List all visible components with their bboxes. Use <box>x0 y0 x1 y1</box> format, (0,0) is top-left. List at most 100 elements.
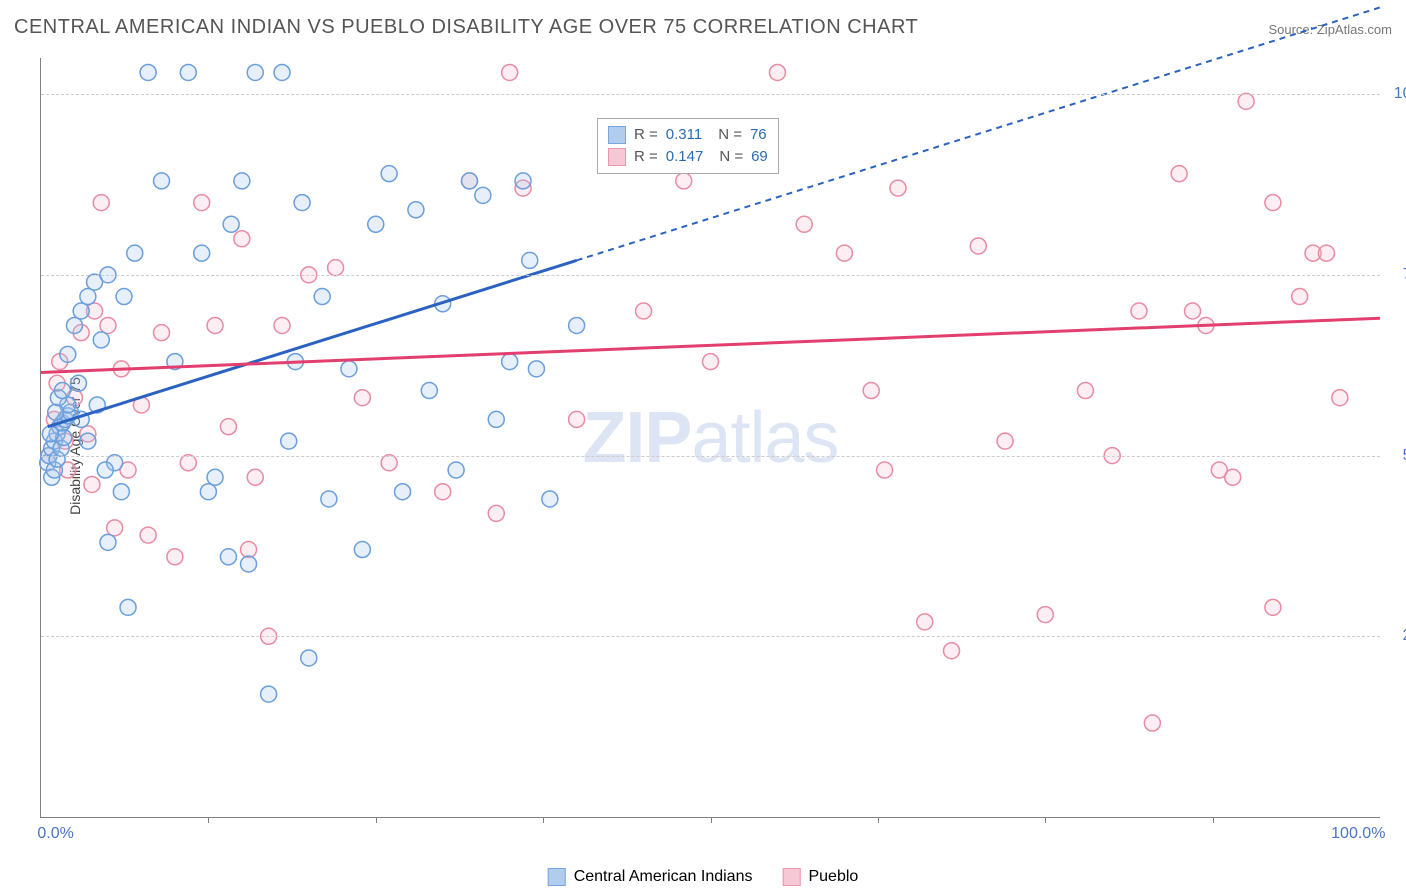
data-point <box>1171 166 1187 182</box>
data-point <box>223 216 239 232</box>
data-point <box>1144 715 1160 731</box>
data-point <box>448 462 464 478</box>
data-point <box>241 556 257 572</box>
data-point <box>247 64 263 80</box>
data-point <box>314 289 330 305</box>
data-point <box>970 238 986 254</box>
data-point <box>120 599 136 615</box>
data-point <box>502 354 518 370</box>
data-point <box>435 484 451 500</box>
data-point <box>66 317 82 333</box>
data-point <box>488 411 504 427</box>
data-point <box>200 484 216 500</box>
data-point <box>113 484 129 500</box>
data-point <box>542 491 558 507</box>
data-point <box>1292 289 1308 305</box>
y-tick-label: 75.0% <box>1403 266 1406 284</box>
swatch-series1-b <box>548 868 566 886</box>
data-point <box>207 469 223 485</box>
data-point <box>917 614 933 630</box>
data-point <box>194 245 210 261</box>
data-point <box>863 383 879 399</box>
data-point <box>84 476 100 492</box>
source-attribution: Source: ZipAtlas.com <box>1268 22 1392 37</box>
data-point <box>354 542 370 558</box>
data-point <box>515 173 531 189</box>
data-point <box>93 195 109 211</box>
data-point <box>301 650 317 666</box>
data-point <box>569 411 585 427</box>
data-point <box>1318 245 1334 261</box>
data-point <box>73 303 89 319</box>
swatch-series2 <box>608 148 626 166</box>
data-point <box>167 549 183 565</box>
correlation-legend: R = 0.311 N = 76 R = 0.147 N = 69 <box>597 118 779 174</box>
data-point <box>154 325 170 341</box>
swatch-series2-b <box>782 868 800 886</box>
x-tick-label: 0.0% <box>37 825 73 843</box>
data-point <box>140 527 156 543</box>
data-point <box>100 317 116 333</box>
data-point <box>997 433 1013 449</box>
data-point <box>528 361 544 377</box>
data-point <box>475 187 491 203</box>
data-point <box>408 202 424 218</box>
swatch-series1 <box>608 126 626 144</box>
data-point <box>154 173 170 189</box>
data-point <box>116 289 132 305</box>
source-value: ZipAtlas.com <box>1317 22 1392 37</box>
data-point <box>54 383 70 399</box>
y-tick-label: 25.0% <box>1403 627 1406 645</box>
data-point <box>569 317 585 333</box>
data-point <box>1225 469 1241 485</box>
data-point <box>180 455 196 471</box>
data-point <box>1037 607 1053 623</box>
data-point <box>522 252 538 268</box>
data-point <box>234 173 250 189</box>
data-point <box>381 166 397 182</box>
data-point <box>502 64 518 80</box>
data-point <box>321 491 337 507</box>
y-tick-label: 100.0% <box>1394 85 1406 103</box>
data-point <box>836 245 852 261</box>
data-point <box>274 317 290 333</box>
data-point <box>1332 390 1348 406</box>
data-point <box>180 64 196 80</box>
data-point <box>1185 303 1201 319</box>
data-point <box>341 361 357 377</box>
data-point <box>140 64 156 80</box>
data-point <box>80 289 96 305</box>
data-point <box>234 231 250 247</box>
data-point <box>247 469 263 485</box>
data-point <box>1131 303 1147 319</box>
data-point <box>703 354 719 370</box>
scatter-plot: ZIPatlas R = 0.311 N = 76 R = 0.147 N = … <box>40 58 1380 818</box>
data-point <box>100 534 116 550</box>
data-point <box>241 542 257 558</box>
data-point <box>93 332 109 348</box>
data-point <box>1265 599 1281 615</box>
data-point <box>48 404 64 420</box>
legend-item-series2: Pueblo <box>782 866 858 888</box>
y-tick-label: 50.0% <box>1403 447 1406 465</box>
data-point <box>127 245 143 261</box>
data-point <box>381 455 397 471</box>
data-point <box>274 64 290 80</box>
data-point <box>354 390 370 406</box>
data-point <box>796 216 812 232</box>
data-point <box>636 303 652 319</box>
data-point <box>281 433 297 449</box>
data-point <box>890 180 906 196</box>
data-point <box>194 195 210 211</box>
series-legend: Central American Indians Pueblo <box>548 866 859 888</box>
legend-row-series1: R = 0.311 N = 76 <box>608 124 768 146</box>
data-point <box>461 173 477 189</box>
data-point <box>1238 93 1254 109</box>
data-point <box>220 419 236 435</box>
data-point <box>97 462 113 478</box>
data-point <box>207 317 223 333</box>
data-point <box>261 686 277 702</box>
data-point <box>488 505 504 521</box>
x-tick-label: 100.0% <box>1331 825 1385 843</box>
data-point <box>1265 195 1281 211</box>
